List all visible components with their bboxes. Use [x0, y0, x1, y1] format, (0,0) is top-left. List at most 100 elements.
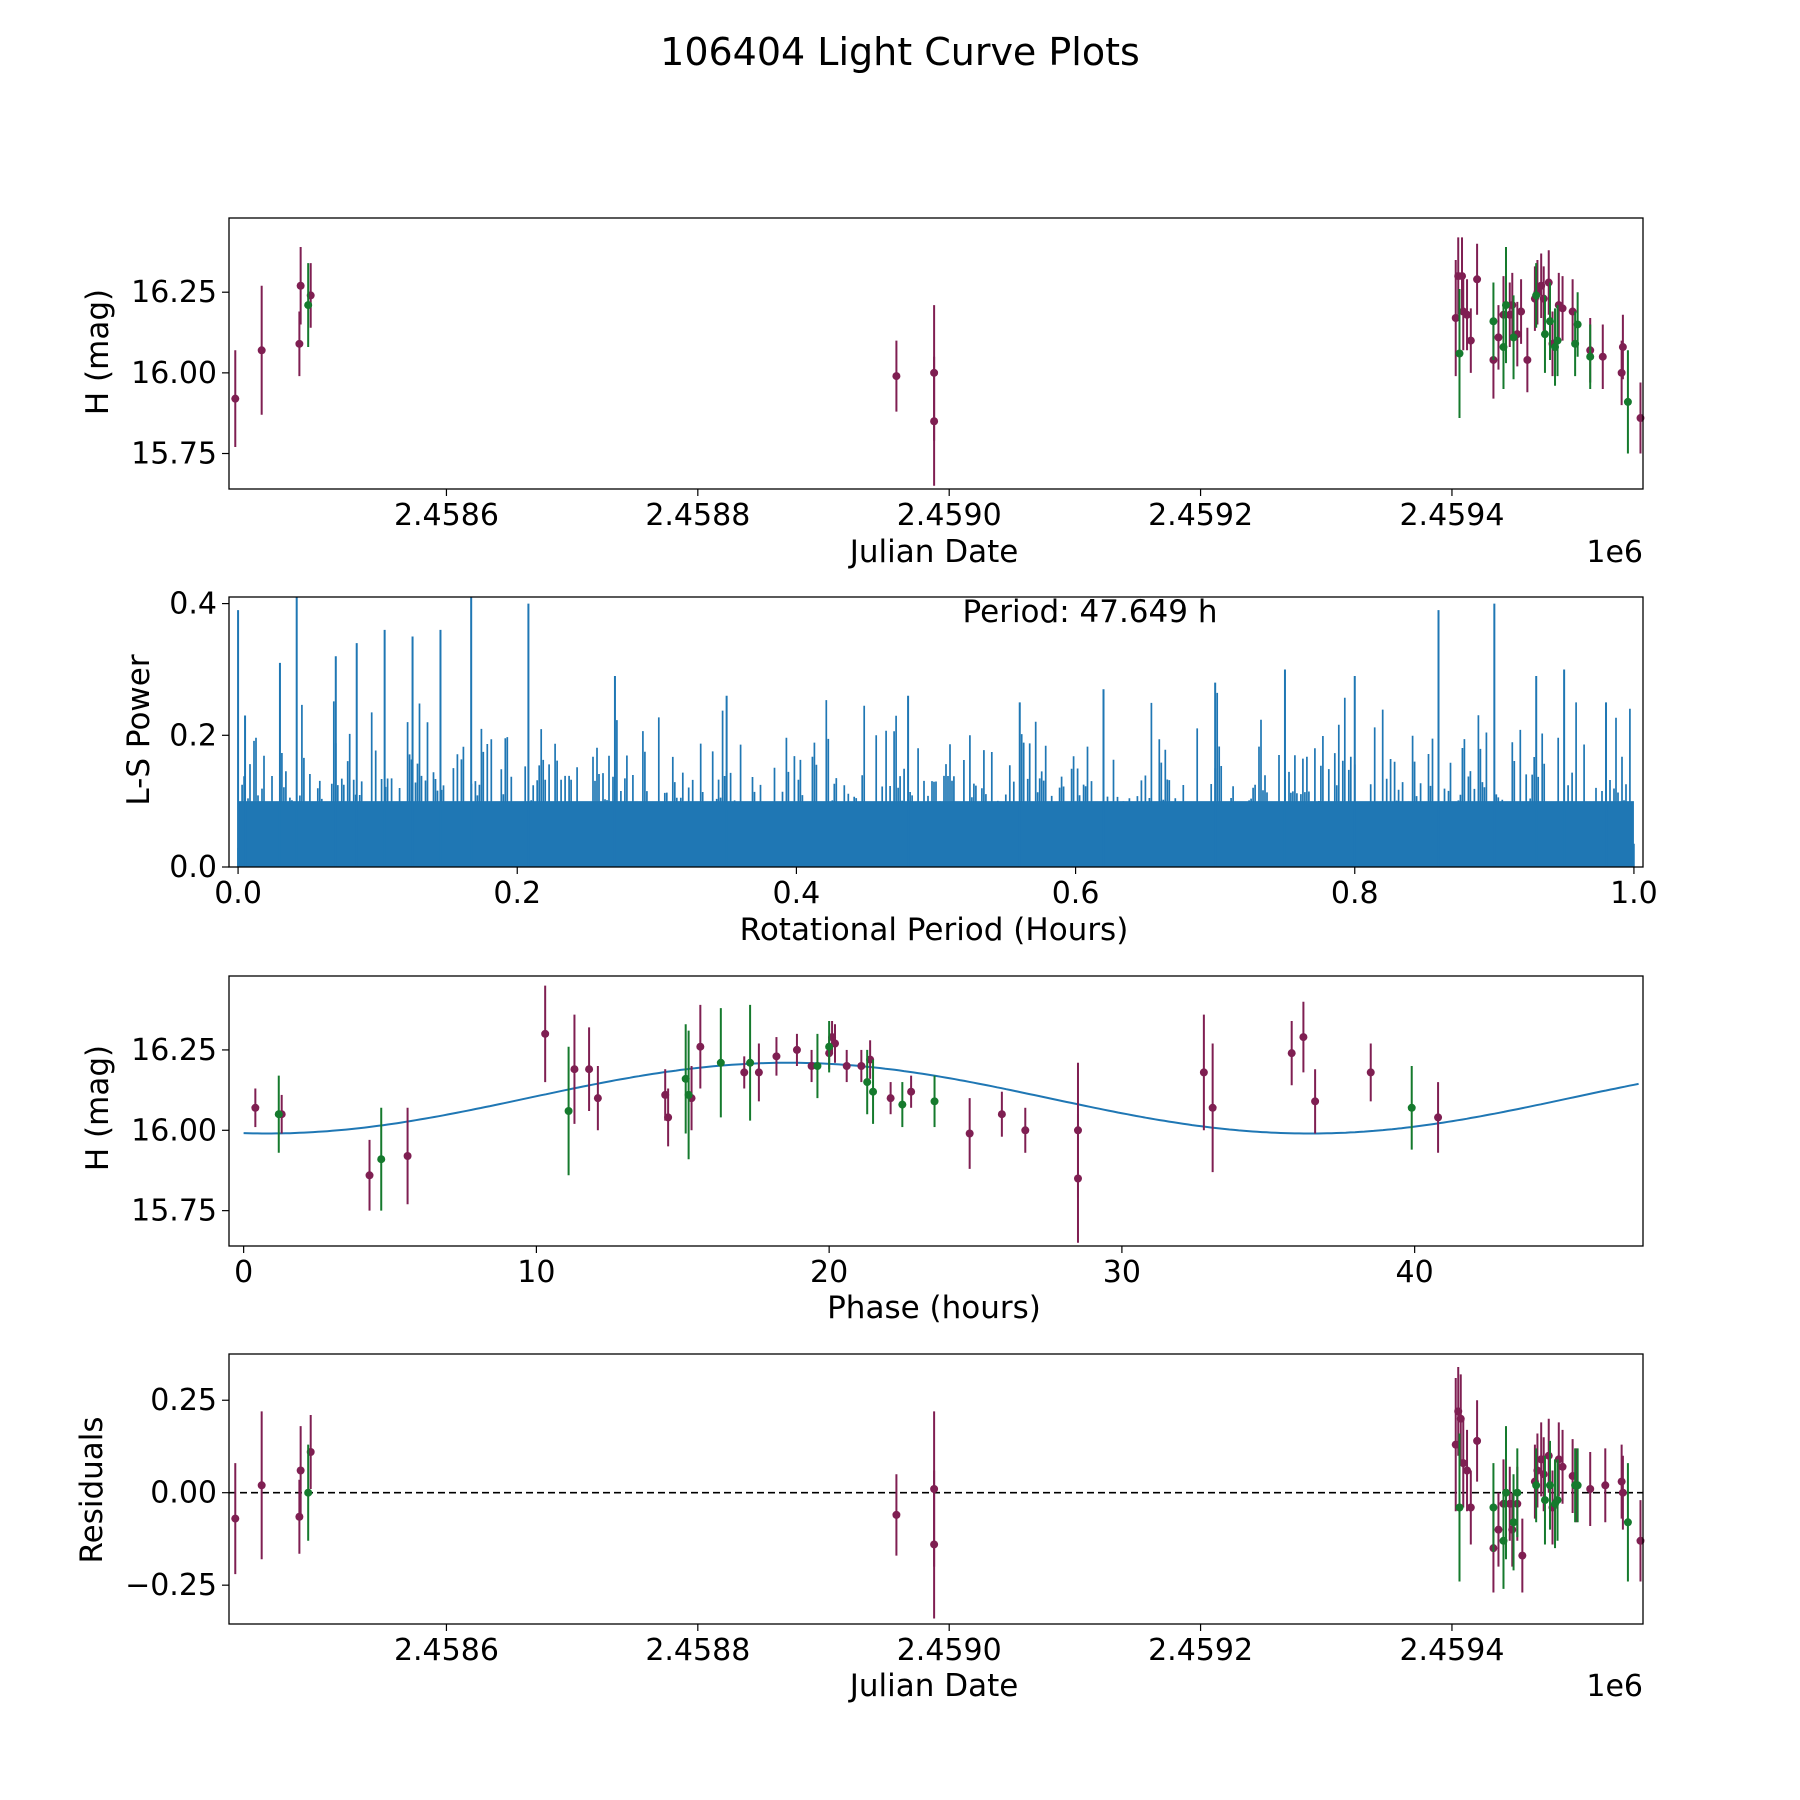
phased-series-filter-2 — [274, 1004, 1416, 1211]
phased-filter-1-point-14 — [772, 1052, 781, 1061]
phased-xlabel: Phase (hours) — [827, 1290, 1041, 1326]
residuals-plot-area — [229, 1366, 1645, 1619]
lightcurve-filter-1-point-16 — [1494, 333, 1503, 342]
phased-filter-1-point-7 — [593, 1094, 602, 1103]
periodogram-ytick-label-1: 0.2 — [169, 718, 217, 753]
phased-filter-1-point-29 — [1073, 1174, 1082, 1183]
periodogram-xtick-label-3: 0.6 — [1052, 876, 1100, 911]
lightcurve-filter-1-point-27 — [1544, 278, 1553, 287]
residuals-filter-2-point-2 — [1489, 1503, 1498, 1512]
phased-ytick-label-0: 15.75 — [131, 1194, 217, 1229]
residuals-filter-2-point-1 — [1455, 1503, 1464, 1512]
phased-filter-1-point-24 — [907, 1087, 916, 1096]
phased-filter-2-point-8 — [825, 1042, 834, 1051]
residuals-filter-1-point-34 — [1617, 1477, 1626, 1486]
lightcurve-filter-1-point-12 — [1463, 310, 1472, 319]
phased-filter-1-point-9 — [664, 1113, 673, 1122]
periodogram-xlabel: Rotational Period (Hours) — [740, 912, 1129, 948]
lightcurve-filter-1-point-3 — [296, 281, 305, 290]
residuals-filter-1-point-33 — [1601, 1481, 1610, 1490]
phased-filter-2-point-7 — [813, 1062, 822, 1070]
phased-filter-1-point-26 — [997, 1110, 1006, 1119]
residuals-ytick-label-1: 0.00 — [150, 1476, 217, 1511]
periodogram-ytick-label-0: 0.0 — [169, 850, 217, 885]
phased-filter-2-point-0 — [274, 1110, 283, 1119]
phased-xtick-label-4: 40 — [1396, 1255, 1434, 1290]
phased-plot-area — [243, 985, 1639, 1243]
residuals-filter-2-point-9 — [1545, 1481, 1554, 1490]
phased-filter-1-point-30 — [1199, 1068, 1208, 1077]
lightcurve-filter-1-point-2 — [295, 339, 304, 348]
phased-filter-2-point-6 — [746, 1058, 755, 1067]
residuals-filter-1-point-5 — [892, 1510, 901, 1519]
period-annotation: Period: 47.649 h — [963, 594, 1218, 630]
lightcurve-panel: Julian Date H (mag) 1e6 2.4586 2.4588 2.45… — [80, 217, 1645, 570]
residuals-x-offset: 1e6 — [1586, 1669, 1643, 1704]
phased-filter-1-point-25 — [965, 1129, 974, 1138]
periodogram-xtick-label-0: 0.0 — [214, 876, 262, 911]
phased-filter-2-point-5 — [716, 1058, 725, 1067]
lightcurve-filter-1-point-7 — [930, 417, 939, 426]
phased-filter-1-point-3 — [403, 1152, 412, 1160]
residuals-filter-2-point-11 — [1553, 1496, 1562, 1505]
phased-xtick-label-2: 20 — [810, 1255, 848, 1290]
phased-filter-1-point-0 — [251, 1103, 260, 1112]
residuals-xtick-label-0: 2.4586 — [394, 1633, 499, 1668]
phased-filter-1-point-6 — [585, 1065, 594, 1074]
lightcurve-xtick-label-3: 2.4592 — [1148, 498, 1253, 533]
periodogram-dense-band — [238, 801, 1634, 867]
residuals-filter-1-point-1 — [257, 1481, 266, 1490]
lightcurve-filter-2-point-7 — [1540, 330, 1549, 339]
phased-filter-1-point-31 — [1208, 1103, 1217, 1112]
residuals-panel: Julian Date Residuals 1e6 2.4586 2.4588 2.… — [74, 1353, 1645, 1704]
phased-panel: Phase (hours) H (mag) 0 10 20 30 40 15.75 16.0… — [80, 975, 1644, 1326]
lightcurve-filter-2-point-5 — [1509, 333, 1518, 342]
lightcurve-filter-1-point-13 — [1466, 336, 1475, 345]
figure-title: 106404 Light Curve Plots — [660, 30, 1140, 74]
lightcurve-ytick-label-1: 16.00 — [131, 356, 217, 391]
phased-filter-2-point-2 — [564, 1107, 573, 1115]
phased-filter-1-point-21 — [857, 1062, 866, 1070]
phased-series-filter-1 — [251, 985, 1443, 1243]
phased-filter-1-point-16 — [807, 1062, 816, 1070]
residuals-filter-1-point-13 — [1466, 1503, 1475, 1512]
residuals-filter-1-point-19 — [1508, 1525, 1517, 1534]
phased-filter-2-point-13 — [1407, 1103, 1416, 1112]
residuals-filter-2-point-5 — [1509, 1518, 1518, 1527]
lightcurve-x-offset: 1e6 — [1586, 535, 1643, 570]
residuals-filter-2-point-6 — [1513, 1488, 1522, 1497]
lightcurve-filter-1-point-30 — [1558, 304, 1567, 313]
phased-filter-2-point-9 — [863, 1078, 872, 1087]
periodogram-xtick-label-4: 0.8 — [1331, 876, 1379, 911]
residuals-xtick-label-3: 2.4592 — [1148, 1633, 1253, 1668]
lightcurve-filter-1-point-1 — [257, 346, 266, 355]
phased-xtick-label-1: 10 — [517, 1255, 555, 1290]
periodogram-xtick-label-2: 0.4 — [773, 876, 821, 911]
phased-filter-1-point-5 — [570, 1065, 579, 1074]
lightcurve-filter-1-point-14 — [1473, 275, 1482, 284]
lightcurve-xtick-label-1: 2.4588 — [645, 498, 750, 533]
residuals-ytick-label-0: −0.25 — [125, 1568, 217, 1603]
lightcurve-filter-2-point-14 — [1623, 397, 1632, 406]
phased-ytick-label-1: 16.00 — [131, 1113, 217, 1148]
lightcurve-ytick-label-0: 15.75 — [131, 437, 217, 472]
residuals-filter-2-point-0 — [304, 1488, 313, 1497]
lightcurve-filter-1-point-35 — [1618, 343, 1627, 352]
phased-filter-1-point-19 — [831, 1039, 839, 1048]
residuals-filter-1-point-21 — [1518, 1551, 1527, 1560]
periodogram-ylabel: L-S Power — [121, 654, 157, 805]
lightcurve-xtick-label-0: 2.4586 — [394, 498, 499, 533]
phased-xtick-label-3: 30 — [1103, 1255, 1141, 1290]
periodogram-xtick-label-5: 1.0 — [1610, 876, 1658, 911]
lightcurve-plot-area — [231, 237, 1645, 486]
residuals-filter-1-point-2 — [295, 1512, 304, 1521]
periodogram-plot-area — [237, 597, 1635, 867]
phased-axes-frame — [228, 975, 1644, 1247]
lightcurve-xlabel: Julian Date — [848, 534, 1019, 570]
phased-filter-1-point-4 — [541, 1029, 550, 1038]
lightcurve-filter-1-point-34 — [1617, 368, 1626, 377]
phased-filter-2-point-12 — [930, 1097, 939, 1106]
lightcurve-filter-1-point-22 — [1523, 355, 1532, 364]
phased-filter-1-point-35 — [1366, 1068, 1375, 1077]
phased-filter-1-point-36 — [1434, 1113, 1443, 1122]
